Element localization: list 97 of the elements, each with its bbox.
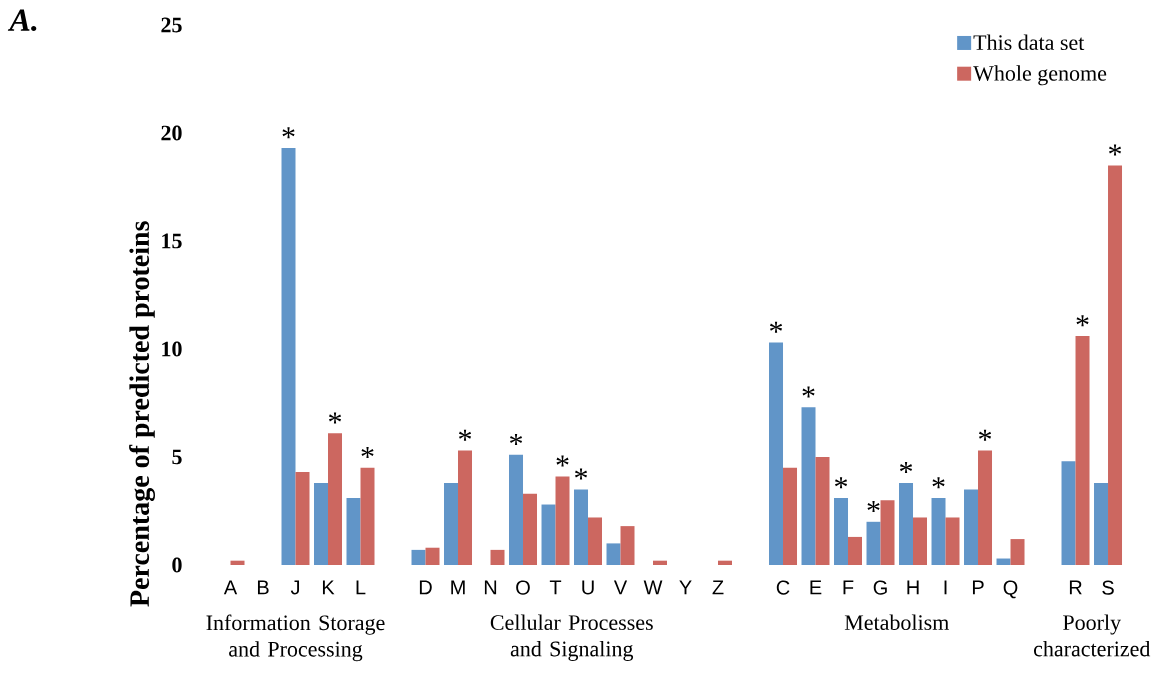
x-tick-label: U (582, 580, 594, 595)
x-tick-label: H (907, 580, 919, 595)
y-axis-title: Percentage of predicted proteins (129, 221, 155, 607)
bar (996, 558, 1011, 565)
bar (880, 500, 895, 565)
x-tick-label: W (643, 580, 663, 595)
bar (523, 493, 538, 565)
text: Metabolism (844, 614, 949, 630)
bar (964, 489, 979, 565)
x-tick-label: D (419, 580, 432, 595)
x-tick-label: N (484, 580, 497, 595)
x-tick-label: S (1102, 580, 1114, 595)
annotation: * (769, 321, 783, 333)
x-tick-label: R (1069, 580, 1082, 595)
bar (1010, 539, 1025, 565)
bar (588, 517, 603, 565)
x-tick-label: Z (712, 580, 724, 595)
annotation: * (458, 429, 472, 441)
annotation: * (361, 446, 374, 458)
bar (314, 482, 328, 565)
y-tick-label: 20 (161, 125, 182, 141)
bar (509, 454, 524, 565)
bar (931, 498, 946, 565)
bar (769, 342, 784, 565)
bar (783, 467, 798, 565)
bar (653, 560, 668, 565)
bar (541, 504, 556, 565)
x-tick-label: L (356, 580, 366, 595)
bar (444, 482, 458, 565)
bar (411, 549, 426, 565)
text: A. (7, 9, 37, 32)
x-tick-label: A (223, 580, 238, 595)
bar (815, 457, 830, 565)
bar (620, 526, 635, 565)
x-tick-label: J (290, 580, 300, 595)
annotation: * (1108, 144, 1122, 156)
bar (606, 543, 621, 565)
bar (848, 536, 863, 565)
bar (801, 407, 816, 565)
x-tick-label: E (810, 580, 822, 595)
bar (574, 489, 589, 565)
annotation: * (556, 455, 569, 467)
annotation: * (867, 500, 880, 512)
bar (866, 521, 881, 565)
bar (346, 498, 361, 565)
y-tick-label: 0 (172, 557, 182, 573)
annotation: * (834, 477, 848, 489)
text: Cellular Processes and Signaling (490, 614, 653, 661)
x-tick-label: K (322, 580, 335, 595)
y-tick-label: 25 (161, 17, 182, 33)
x-tick-label: P (972, 580, 984, 595)
bar (1061, 461, 1076, 565)
x-tick-label: C (776, 580, 790, 595)
x-tick-label: F (843, 580, 854, 595)
bar (834, 498, 849, 565)
x-tick-label: Y (679, 580, 692, 595)
bar (1108, 165, 1123, 565)
bar (1075, 336, 1090, 565)
bar (555, 476, 570, 565)
text: Information Storage and Processing (206, 614, 385, 662)
x-tick-label: M (451, 580, 465, 595)
annotation: * (282, 127, 295, 139)
bar (1094, 482, 1109, 565)
bar (281, 148, 296, 565)
x-tick-label: O (516, 580, 530, 595)
legend-label: This data set (973, 34, 1085, 51)
bar (718, 560, 733, 565)
bar (328, 433, 342, 565)
text: Poorly characterized (1033, 614, 1151, 657)
y-tick-label: 15 (162, 233, 182, 249)
y-tick-label: 10 (162, 341, 182, 357)
x-tick-label: V (613, 580, 628, 595)
x-tick-label: G (873, 580, 887, 595)
annotation: * (899, 462, 913, 474)
bar (230, 560, 245, 565)
x-tick-label: Q (1003, 580, 1018, 599)
annotation: * (802, 386, 815, 398)
x-tick-label: I (944, 580, 947, 595)
annotation: * (932, 477, 945, 489)
y-tick-label: 5 (172, 449, 182, 465)
bar (945, 517, 960, 565)
annotation: * (509, 434, 523, 445)
x-tick-label: T (549, 580, 562, 595)
bar (458, 450, 473, 565)
x-tick-label: B (257, 580, 269, 595)
bar (295, 472, 310, 565)
bar (913, 517, 928, 565)
bar (425, 547, 440, 565)
bar (490, 549, 505, 565)
annotation: * (978, 429, 992, 441)
bar (360, 467, 375, 565)
bar (899, 482, 914, 565)
annotation: * (328, 412, 342, 424)
legend-label: Whole genome (973, 65, 1107, 86)
bar (978, 450, 993, 565)
annotation: * (1076, 315, 1089, 327)
annotation: * (574, 468, 588, 480)
